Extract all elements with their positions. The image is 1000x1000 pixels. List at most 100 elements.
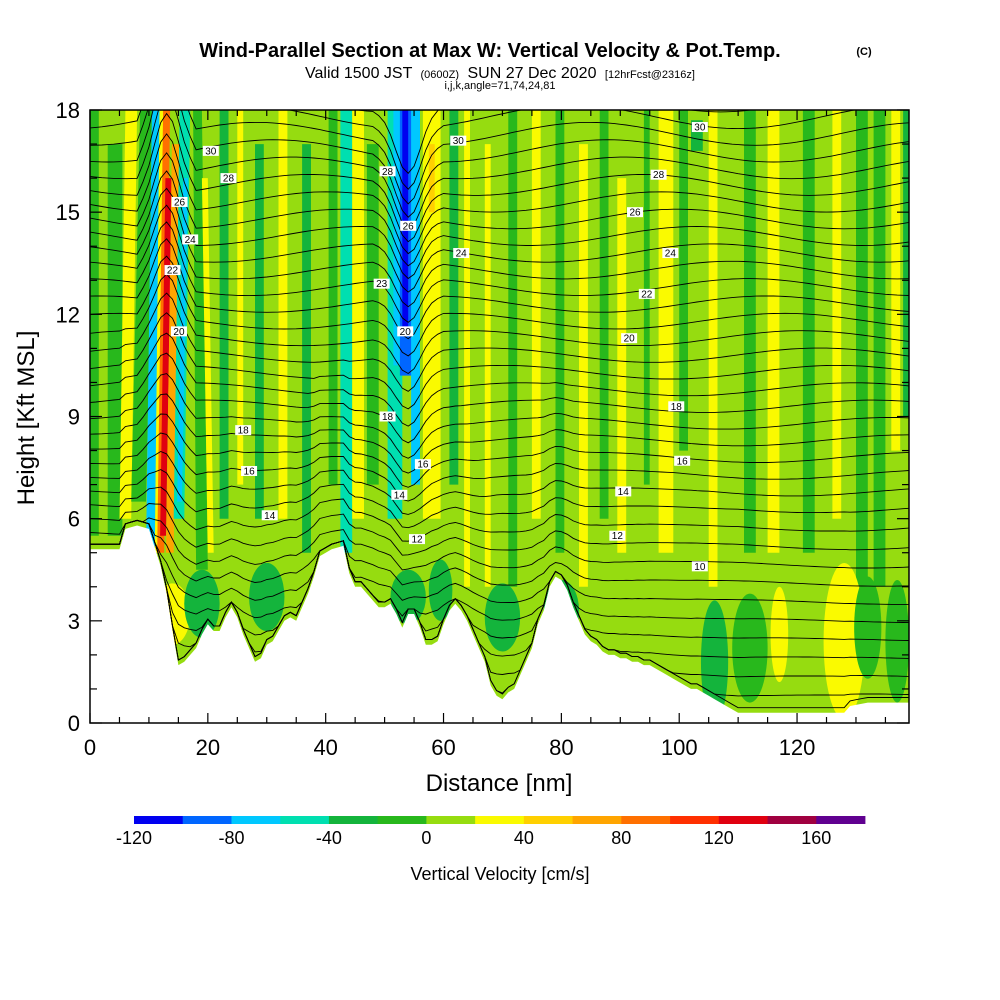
velocity-band bbox=[340, 110, 353, 553]
chart-subtitle: Valid 1500 JST (0600Z) SUN 27 Dec 2020 [… bbox=[305, 65, 695, 82]
terrain-mask bbox=[90, 525, 909, 723]
contour-label: 28 bbox=[220, 173, 237, 185]
x-tick-labels: 0 20 40 60 80 100 120 bbox=[84, 735, 816, 760]
colorbar-tick-label: 40 bbox=[514, 828, 534, 848]
velocity-band bbox=[131, 110, 155, 502]
velocity-cell bbox=[732, 593, 768, 703]
colorbar-swatch bbox=[475, 816, 525, 824]
velocity-band bbox=[119, 110, 138, 519]
svg-text:24: 24 bbox=[185, 235, 197, 246]
colorbar-tick-label: 80 bbox=[611, 828, 631, 848]
velocity-band bbox=[617, 178, 627, 553]
isentrope-line bbox=[90, 432, 909, 502]
colorbar-swatch bbox=[523, 816, 573, 824]
y-tick-labels: 0 3 6 9 12 15 18 bbox=[56, 98, 80, 736]
y-tick-label: 12 bbox=[56, 302, 80, 327]
svg-text:16: 16 bbox=[244, 466, 256, 477]
svg-text:22: 22 bbox=[167, 266, 179, 277]
isentrope-line bbox=[90, 187, 909, 293]
velocity-cell bbox=[428, 559, 453, 621]
svg-text:24: 24 bbox=[456, 249, 468, 260]
svg-text:24: 24 bbox=[665, 249, 677, 260]
colorbar-swatch bbox=[621, 816, 671, 824]
contour-label: 22 bbox=[638, 288, 655, 300]
colorbar-swatch bbox=[280, 816, 330, 824]
velocity-band bbox=[328, 110, 338, 485]
isentrope-line bbox=[90, 133, 909, 255]
subtitle-valid: Valid 1500 JST bbox=[305, 65, 413, 82]
svg-text:14: 14 bbox=[264, 511, 276, 522]
velocity-cell bbox=[484, 583, 521, 652]
chart-title: Wind-Parallel Section at Max W: Vertical… bbox=[199, 40, 780, 62]
velocity-cell bbox=[770, 586, 789, 683]
svg-text:26: 26 bbox=[629, 208, 641, 219]
y-tick-label: 18 bbox=[56, 98, 80, 123]
velocity-band bbox=[219, 110, 229, 519]
y-tick-label: 3 bbox=[68, 609, 80, 634]
subtitle-utc: (0600Z) bbox=[421, 69, 460, 81]
isentrope-line bbox=[90, 110, 909, 218]
svg-text:23: 23 bbox=[376, 279, 388, 290]
velocity-band bbox=[679, 110, 688, 451]
svg-text:30: 30 bbox=[205, 146, 217, 157]
colorbar-swatch bbox=[718, 816, 768, 824]
colorbar-swatch bbox=[767, 816, 817, 824]
contour-label: 14 bbox=[261, 510, 278, 522]
svg-text:18: 18 bbox=[382, 412, 394, 423]
contour-label: 12 bbox=[409, 534, 426, 546]
isentrope-line bbox=[90, 450, 909, 515]
chart-title-mark: (C) bbox=[856, 46, 872, 58]
contour-label: 26 bbox=[171, 196, 188, 208]
y-tick-label: 0 bbox=[68, 711, 80, 736]
velocity-band bbox=[90, 110, 99, 536]
contour-label: 16 bbox=[414, 459, 431, 471]
svg-text:28: 28 bbox=[223, 174, 235, 185]
velocity-band bbox=[107, 144, 123, 536]
velocity-band bbox=[555, 110, 565, 553]
isentrope-line bbox=[90, 519, 909, 641]
velocity-band bbox=[278, 110, 288, 519]
isentrope-line bbox=[90, 273, 909, 375]
svg-text:30: 30 bbox=[694, 123, 706, 134]
svg-text:14: 14 bbox=[394, 490, 406, 501]
velocity-band bbox=[193, 110, 208, 570]
velocity-band bbox=[708, 110, 718, 587]
contour-label: 16 bbox=[241, 465, 258, 477]
isentrope-line bbox=[90, 110, 857, 190]
isentrope-line bbox=[90, 413, 909, 488]
contour-label: 22 bbox=[164, 265, 181, 277]
y-tick-label: 6 bbox=[68, 507, 80, 532]
svg-text:26: 26 bbox=[174, 197, 186, 208]
colorbar-swatch bbox=[182, 816, 232, 824]
velocity-cell bbox=[854, 576, 882, 679]
contour-label: 26 bbox=[627, 207, 644, 219]
colorbar-swatch bbox=[426, 816, 476, 824]
isentrope-line bbox=[90, 469, 909, 529]
velocity-band bbox=[166, 144, 180, 553]
subtitle-forecast: [12hrFcst@2316z] bbox=[605, 69, 695, 81]
x-tick-label: 0 bbox=[84, 735, 96, 760]
contour-label: 20 bbox=[621, 333, 638, 345]
isentrope-line bbox=[90, 204, 909, 308]
contour-label: 30 bbox=[450, 135, 467, 147]
velocity-band bbox=[658, 110, 674, 553]
velocity-band bbox=[177, 178, 188, 502]
isentrope-line bbox=[90, 292, 909, 392]
colorbar-tick-label: -40 bbox=[316, 828, 342, 848]
x-axis-label: Distance [nm] bbox=[426, 770, 573, 797]
isentrope-line bbox=[90, 352, 909, 444]
contour-label: 26 bbox=[400, 220, 417, 232]
velocity-cell bbox=[885, 579, 909, 703]
isentrope-line bbox=[90, 152, 909, 267]
velocity-band bbox=[237, 110, 244, 485]
velocity-band bbox=[302, 144, 311, 553]
svg-text:16: 16 bbox=[417, 460, 429, 471]
contour-label: 18 bbox=[668, 401, 685, 413]
x-tick-label: 60 bbox=[431, 735, 455, 760]
svg-text:12: 12 bbox=[411, 535, 423, 546]
svg-text:16: 16 bbox=[677, 456, 689, 467]
contour-label: 14 bbox=[615, 486, 632, 498]
velocity-band bbox=[579, 144, 588, 587]
isentrope-line bbox=[90, 519, 909, 624]
velocity-band bbox=[873, 110, 886, 587]
